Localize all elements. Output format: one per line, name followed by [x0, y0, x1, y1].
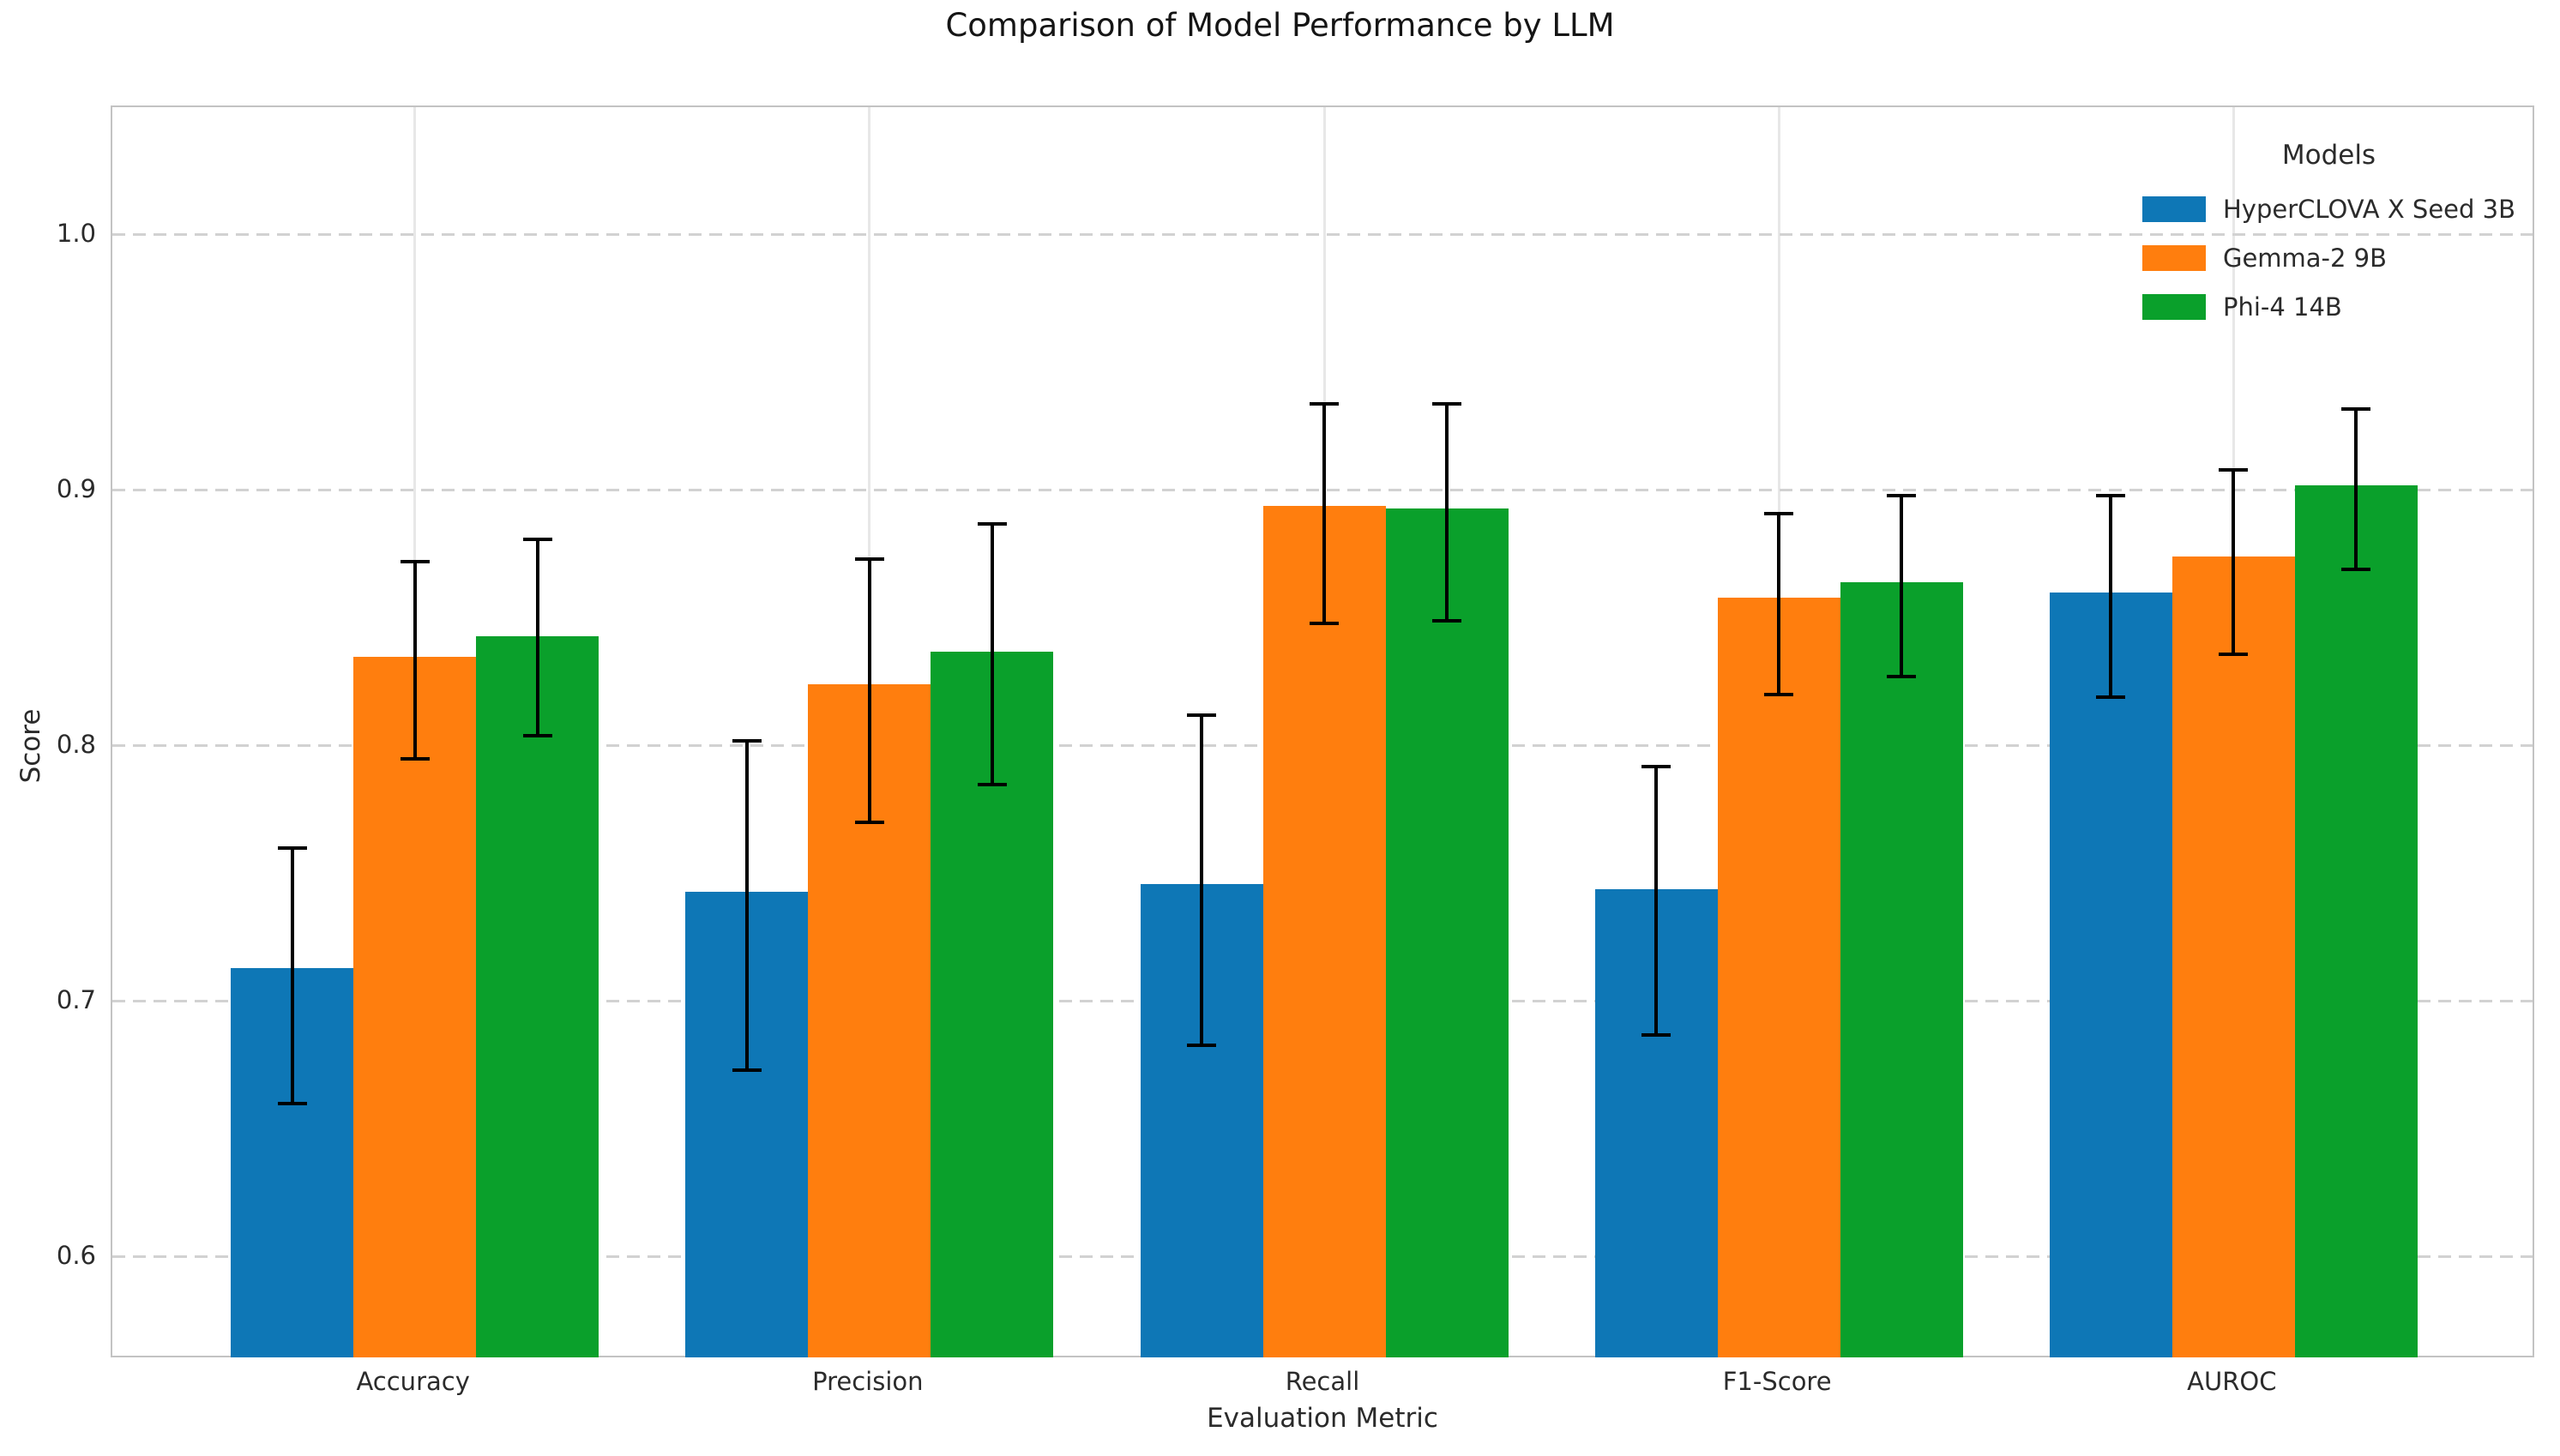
- legend-items: HyperCLOVA X Seed 3B Gemma-2 9B Phi-4 14B: [2141, 195, 2515, 322]
- error-bar-line: [413, 562, 417, 759]
- error-bar-cap: [1887, 493, 1917, 497]
- error-bar-cap: [1887, 675, 1917, 679]
- error-bar-cap: [2341, 406, 2371, 411]
- ytick-label: 0.7: [56, 984, 96, 1014]
- error-bar-cap: [732, 738, 762, 743]
- error-bar-cap: [522, 537, 552, 541]
- error-bar-cap: [1310, 621, 1339, 625]
- error-bar-line: [290, 848, 294, 1104]
- error-bar-line: [1445, 403, 1449, 621]
- error-bar-cap: [1764, 693, 1794, 697]
- legend-entry: Phi-4 14B: [2141, 292, 2515, 322]
- x-axis-label: Evaluation Metric: [1207, 1403, 1438, 1434]
- error-bar-cap: [732, 1068, 762, 1073]
- error-bar-cap: [1764, 511, 1794, 515]
- error-bar-cap: [1432, 401, 1461, 406]
- legend-swatch: [2141, 196, 2206, 222]
- xtick-label: AUROC: [2187, 1367, 2277, 1396]
- xtick-label: Recall: [1285, 1367, 1360, 1396]
- error-bar-cap: [1641, 764, 1672, 768]
- legend-label: HyperCLOVA X Seed 3B: [2222, 195, 2515, 224]
- error-bar-cap: [854, 557, 884, 562]
- bar: [2171, 557, 2295, 1357]
- legend-label: Gemma-2 9B: [2222, 244, 2388, 273]
- error-bar-line: [1322, 403, 1326, 623]
- legend-swatch: [2141, 245, 2206, 271]
- error-bar-cap: [522, 733, 552, 737]
- bar: [2049, 593, 2172, 1357]
- error-bar-cap: [2219, 652, 2249, 656]
- ytick-label: 0.8: [56, 729, 96, 759]
- plot-area: Models HyperCLOVA X Seed 3B Gemma-2 9B Phi…: [111, 105, 2534, 1357]
- error-bar-line: [990, 523, 994, 785]
- bar: [1840, 582, 1963, 1357]
- xtick-label: F1-Score: [1722, 1367, 1832, 1396]
- error-bar-cap: [1432, 618, 1461, 623]
- error-bar-cap: [2341, 568, 2371, 572]
- error-bar-cap: [977, 782, 1007, 786]
- legend-entry: HyperCLOVA X Seed 3B: [2141, 195, 2515, 224]
- hgridline: [112, 233, 2533, 237]
- bar: [476, 635, 599, 1357]
- error-bar-line: [744, 740, 749, 1071]
- error-bar-line: [535, 538, 539, 736]
- error-bar-line: [867, 559, 871, 823]
- error-bar-line: [1777, 513, 1781, 695]
- error-bar-cap: [2219, 468, 2249, 472]
- error-bar-cap: [1310, 401, 1339, 406]
- ytick-label: 1.0: [56, 218, 96, 248]
- error-bar-cap: [854, 821, 884, 825]
- legend: Models HyperCLOVA X Seed 3B Gemma-2 9B Phi…: [2141, 140, 2515, 341]
- error-bar-cap: [277, 846, 307, 851]
- error-bar-line: [2232, 470, 2236, 654]
- legend-label: Phi-4 14B: [2222, 292, 2342, 322]
- bar: [1262, 505, 1386, 1357]
- error-bar-line: [1900, 495, 1904, 677]
- ytick-label: 0.6: [56, 1240, 96, 1270]
- error-bar-cap: [2096, 695, 2126, 700]
- xtick-label: Accuracy: [356, 1367, 470, 1396]
- bar: [353, 656, 477, 1357]
- ytick-label: 0.9: [56, 473, 96, 503]
- bar: [2294, 484, 2418, 1357]
- error-bar-cap: [1641, 1032, 1672, 1037]
- chart-title: Comparison of Model Performance by LLM: [945, 7, 1615, 44]
- bar: [1717, 598, 1840, 1357]
- error-bar-cap: [277, 1102, 307, 1106]
- legend-title: Models: [2281, 140, 2376, 171]
- error-bar-line: [1200, 715, 1203, 1045]
- legend-entry: Gemma-2 9B: [2141, 244, 2515, 273]
- error-bar-line: [2109, 495, 2113, 698]
- error-bar-cap: [1187, 1043, 1216, 1047]
- error-bar-cap: [977, 521, 1007, 526]
- error-bar-cap: [400, 560, 430, 564]
- bar: [1385, 508, 1509, 1357]
- error-bar-line: [2354, 408, 2358, 570]
- error-bar-cap: [2096, 493, 2126, 497]
- error-bar-cap: [400, 756, 430, 761]
- error-bar-cap: [1187, 713, 1216, 718]
- legend-swatch: [2141, 294, 2206, 320]
- error-bar-line: [1654, 766, 1659, 1035]
- xtick-label: Precision: [812, 1367, 924, 1396]
